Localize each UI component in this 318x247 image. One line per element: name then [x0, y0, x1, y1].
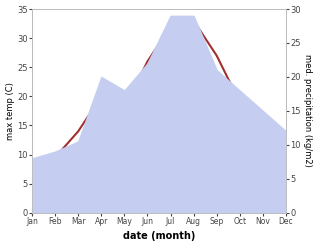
Y-axis label: med. precipitation (kg/m2): med. precipitation (kg/m2) — [303, 54, 313, 167]
Y-axis label: max temp (C): max temp (C) — [5, 82, 15, 140]
X-axis label: date (month): date (month) — [123, 231, 195, 242]
